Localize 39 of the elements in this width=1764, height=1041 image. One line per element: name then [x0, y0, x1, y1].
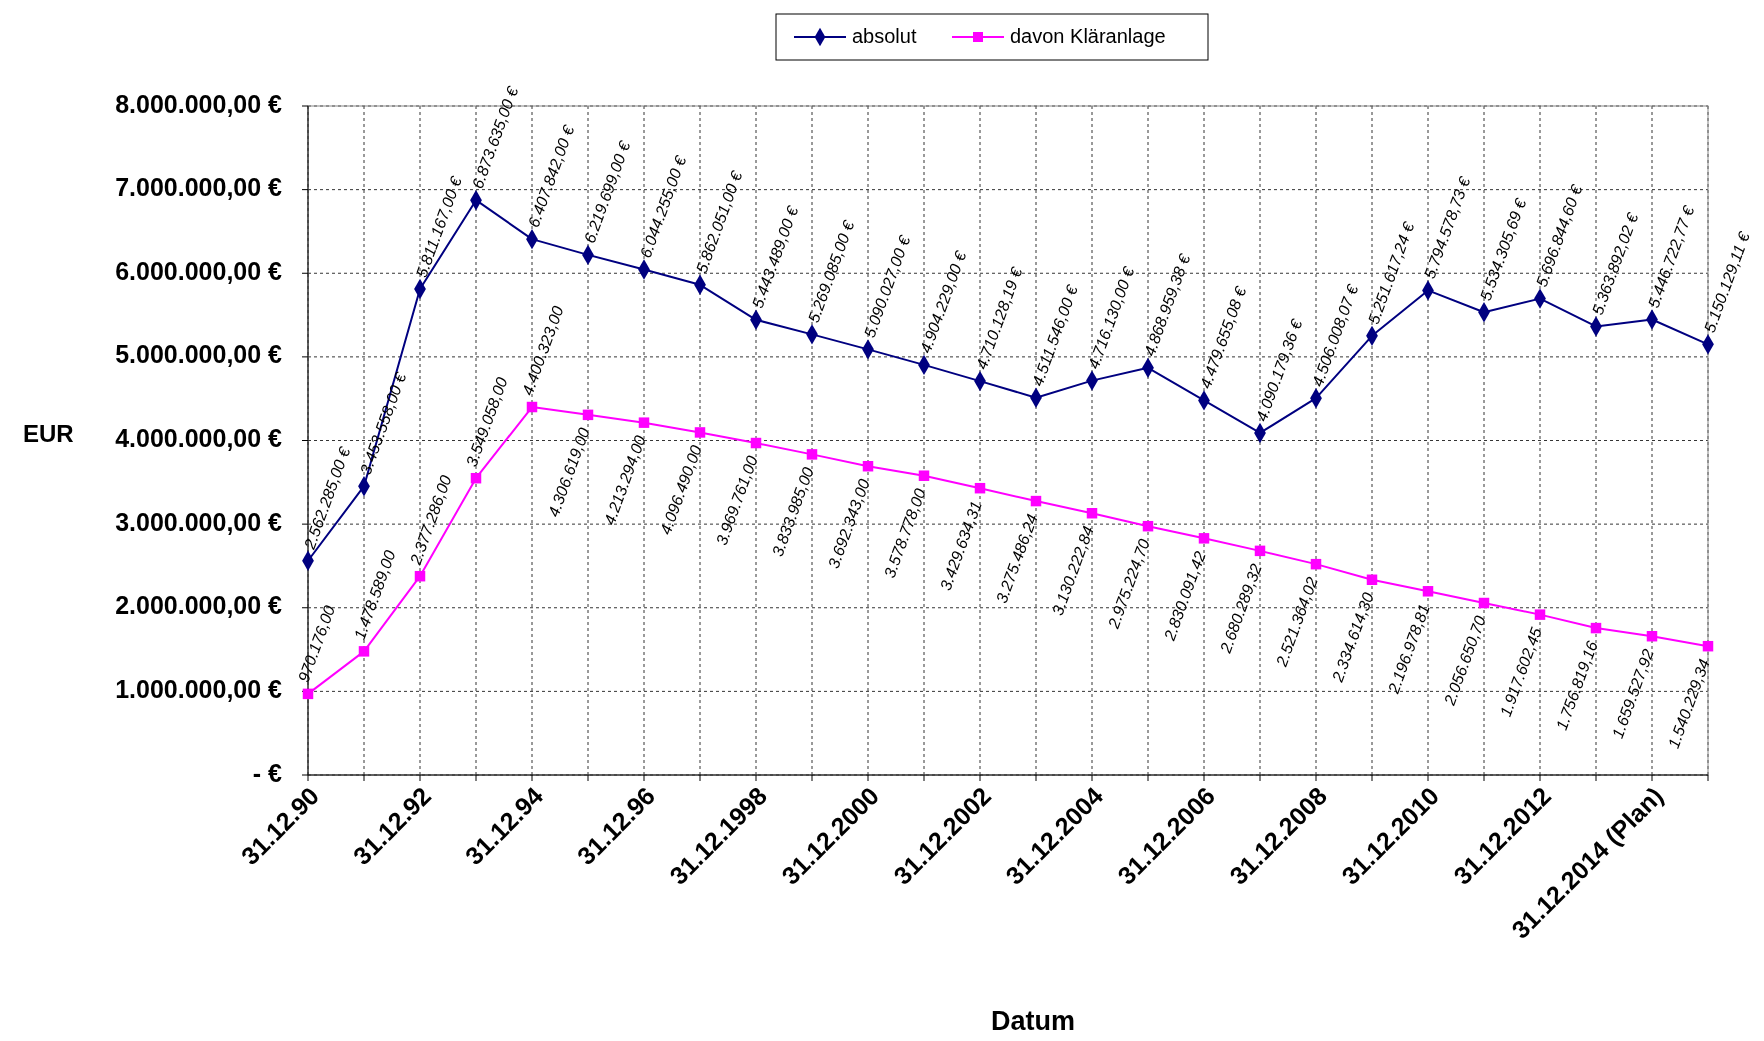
legend-label: absolut — [852, 25, 917, 48]
point — [1646, 630, 1658, 642]
y-tick-label: 7.000.000,00 € — [115, 173, 283, 202]
point — [1534, 609, 1546, 620]
point — [470, 472, 482, 484]
point — [1366, 574, 1378, 586]
legend-label: davon Kläranlage — [1010, 25, 1166, 48]
y-tick-label: 4.000.000,00 € — [115, 424, 283, 453]
y-tick-label: 2.000.000,00 € — [115, 591, 283, 620]
point — [694, 427, 706, 438]
y-tick-label: 5.000.000,00 € — [115, 340, 283, 369]
point — [1142, 520, 1154, 532]
y-tick-label: 6.000.000,00 € — [115, 256, 283, 285]
x-axis-title: Datum — [990, 1006, 1076, 1036]
y-tick-label: 3.000.000,00 € — [115, 507, 283, 536]
point — [918, 470, 930, 481]
point — [414, 570, 426, 582]
point — [806, 449, 818, 460]
point — [1478, 597, 1490, 609]
point — [1086, 507, 1098, 519]
point — [302, 688, 314, 700]
y-axis-title: EUR — [23, 420, 74, 448]
y-tick-label: - € — [252, 758, 283, 787]
point — [526, 401, 538, 413]
point — [638, 417, 650, 428]
point — [1254, 545, 1266, 557]
y-tick-label: 8.000.000,00 € — [115, 89, 283, 118]
point — [1198, 533, 1210, 544]
point — [1422, 586, 1434, 597]
point — [358, 646, 370, 657]
point — [1590, 622, 1602, 634]
point — [1030, 495, 1042, 507]
point — [1702, 640, 1714, 652]
y-tick-label: 1.000.000,00 € — [115, 674, 283, 703]
point — [862, 460, 874, 472]
point — [974, 482, 986, 494]
point — [1310, 558, 1322, 570]
point — [750, 437, 762, 449]
point — [582, 409, 594, 421]
